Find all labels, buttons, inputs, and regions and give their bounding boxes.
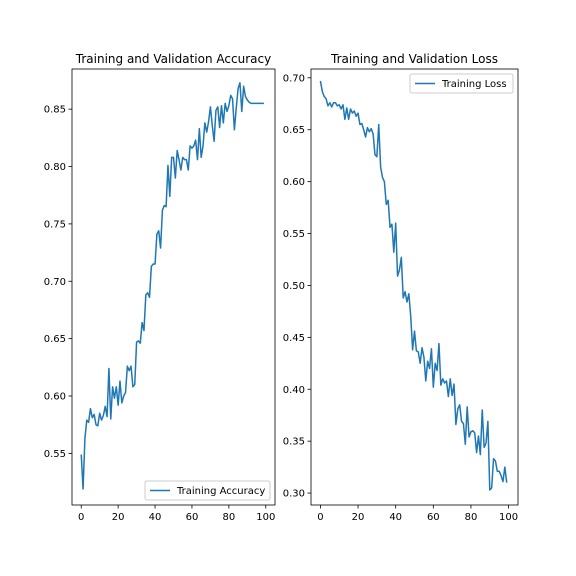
y-tick-label: 0.80 [44,162,66,173]
x-tick-label: 40 [389,512,402,523]
legend-box [144,480,271,501]
x-tick-label: 100 [256,512,275,523]
x-tick-label: 60 [427,512,440,523]
y-tick-label: 0.45 [283,333,305,344]
chart-title: Training and Validation Loss [330,52,498,66]
x-tick-label: 20 [112,512,125,523]
legend-label: Training Loss [441,79,507,90]
y-tick-label: 0.70 [283,73,305,84]
y-tick-label: 0.85 [44,105,66,116]
y-tick-label: 0.65 [283,125,305,136]
series-line-1 [319,80,508,491]
y-tick-label: 0.65 [44,334,66,345]
x-tick-label: 20 [352,512,365,523]
axes-frame [71,68,276,506]
y-tick-label: 0.30 [283,489,305,500]
chart-title: Training and Validation Accuracy [75,52,271,66]
x-tick-label: 0 [78,512,84,523]
y-tick-label: 0.60 [44,392,66,403]
y-tick-label: 0.55 [283,229,305,240]
legend-label: Training Accuracy [176,486,265,497]
x-tick-label: 80 [222,512,235,523]
y-tick-label: 0.40 [283,385,305,396]
legend-box [409,73,514,94]
x-tick-label: 40 [149,512,162,523]
y-tick-label: 0.55 [44,449,66,460]
chart-panel-2: Training and Validation Loss 0 20 40 60 80 100… [283,52,519,523]
y-tick-label: 0.50 [283,281,305,292]
y-tick-label: 0.70 [44,277,66,288]
series-line-1 [80,82,264,490]
legend: Training Loss [409,73,514,94]
x-tick-label: 60 [186,512,199,523]
x-tick-label: 0 [317,512,323,523]
y-tick-label: 0.35 [283,437,305,448]
legend: Training Accuracy [144,480,271,501]
y-tick-label: 0.75 [44,219,66,230]
x-tick-label: 100 [499,512,518,523]
axes-frame [310,68,519,506]
x-tick-label: 80 [465,512,478,523]
chart-panel-1: Training and Validation Accuracy 0 20 40 60 8… [44,52,276,523]
y-tick-label: 0.60 [283,177,305,188]
